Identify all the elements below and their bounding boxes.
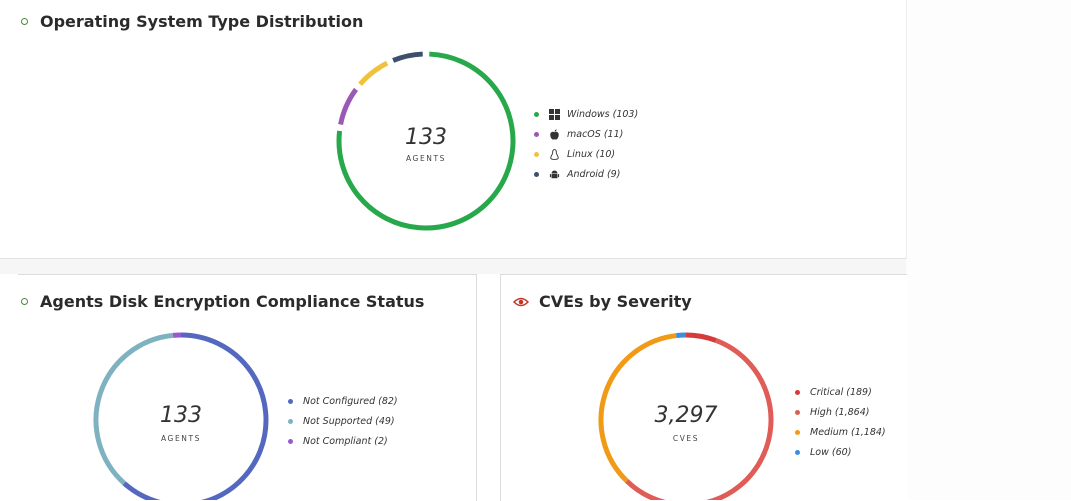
legend-item-high[interactable]: High (1,864) [795,402,886,422]
legend-item-windows[interactable]: Windows (103) [534,104,638,124]
android-swatch [534,172,539,177]
legend-label-not-supported: Not Supported (49) [303,416,395,427]
legend-item-critical[interactable]: Critical (189) [795,382,886,402]
windows-icon [549,109,560,120]
slice-low[interactable] [676,335,686,336]
encryption-center-value: 133 [160,403,202,428]
legend-item-medium[interactable]: Medium (1,184) [795,422,886,442]
low-swatch [795,450,800,455]
legend-item-not-compliant[interactable]: Not Compliant (2) [288,431,398,451]
android-icon [549,169,560,180]
legend-label-macos: macOS (11) [567,129,623,140]
not-supported-swatch [288,419,293,424]
legend-item-low[interactable]: Low (60) [795,442,886,462]
slice-macos[interactable] [341,89,356,124]
high-swatch [795,410,800,415]
legend-item-not-configured[interactable]: Not Configured (82) [288,391,398,411]
medium-swatch [795,430,800,435]
cves-center-value: 3,297 [655,403,718,428]
encryption-legend: Not Configured (82) Not Supported (49) N… [288,391,398,451]
legend-label-linux: Linux (10) [567,149,615,160]
legend-item-macos[interactable]: macOS (11) [534,124,638,144]
cves-center-label: CVES [673,434,699,443]
not-configured-swatch [288,399,293,404]
slice-critical[interactable] [686,335,716,340]
encryption-center-label: AGENTS [161,434,201,443]
cves-legend: Critical (189) High (1,864) Medium (1,18… [795,382,886,462]
legend-label-low: Low (60) [810,447,851,458]
legend-item-not-supported[interactable]: Not Supported (49) [288,411,398,431]
os-center-value: 133 [405,125,447,150]
legend-label-not-configured: Not Configured (82) [303,396,398,407]
legend-label-critical: Critical (189) [810,387,872,398]
macos-swatch [534,132,539,137]
not-compliant-swatch [288,439,293,444]
slice-linux[interactable] [360,63,387,84]
linux-icon [549,149,560,160]
critical-swatch [795,390,800,395]
legend-label-android: Android (9) [567,169,620,180]
apple-icon [549,129,560,140]
windows-swatch [534,112,539,117]
linux-swatch [534,152,539,157]
legend-item-linux[interactable]: Linux (10) [534,144,638,164]
os-center-label: AGENTS [406,154,446,163]
legend-label-not-compliant: Not Compliant (2) [303,436,388,447]
legend-item-android[interactable]: Android (9) [534,164,638,184]
os-legend: Windows (103) macOS (11) Linux (10) Andr… [534,104,638,184]
slice-android[interactable] [393,54,423,60]
legend-label-medium: Medium (1,184) [810,427,886,438]
legend-label-windows: Windows (103) [567,109,638,120]
legend-label-high: High (1,864) [810,407,869,418]
